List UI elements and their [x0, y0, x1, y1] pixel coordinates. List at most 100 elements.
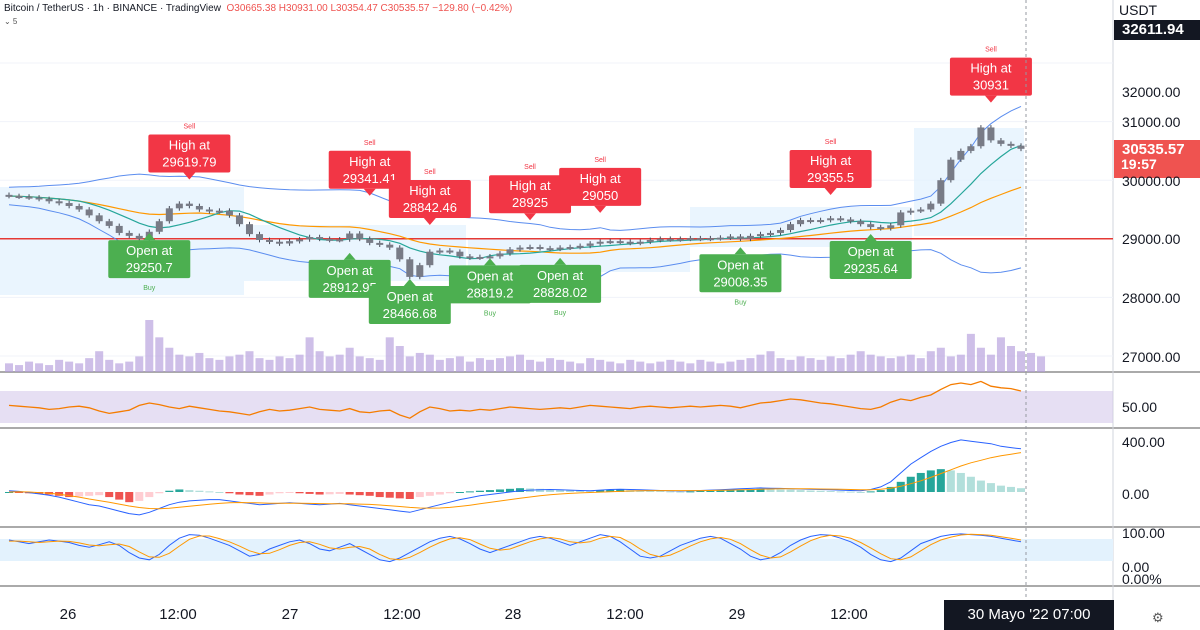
macd-histogram-bar: [996, 485, 1005, 492]
volume-bar: [475, 358, 484, 372]
signal-box: [789, 149, 872, 188]
signal-value: 28925: [512, 195, 548, 210]
volume-bar: [556, 359, 565, 372]
volume-bar: [1006, 346, 1015, 372]
candle-body: [927, 203, 935, 210]
top-price-label: 32611.94: [1114, 20, 1200, 40]
macd-histogram-bar: [235, 492, 244, 495]
time-tick: 12:00: [830, 606, 868, 623]
volume-bar: [856, 351, 865, 372]
signal-text: Open at: [717, 257, 764, 272]
volume-bar: [155, 337, 164, 372]
candle-body: [245, 224, 253, 235]
signal-tag: Sell: [985, 47, 997, 54]
signal-text: High at: [580, 171, 622, 186]
macd-histogram-bar: [646, 490, 655, 492]
signal-tag: Sell: [524, 164, 536, 171]
candle-body: [5, 194, 13, 197]
last-price-value: 30535.57: [1122, 141, 1185, 158]
buy-signal: Open at 28466.68: [368, 279, 451, 325]
macd-histogram-bar: [315, 492, 324, 495]
price-tick: 27000.00: [1122, 349, 1181, 365]
volume-bar: [796, 356, 805, 372]
volume-bar: [766, 351, 775, 372]
volume-bar: [45, 365, 54, 372]
volume-bar: [916, 358, 925, 372]
volume-bar: [786, 359, 795, 372]
candle-body: [15, 196, 23, 199]
candle-body: [937, 180, 945, 204]
macd-histogram-bar: [365, 492, 374, 496]
signal-text: High at: [509, 178, 551, 193]
macd-histogram-bar: [576, 490, 585, 492]
candle-body: [125, 232, 133, 236]
ohlc-readout: O30665.38 H30931.00 L30354.47 C30535.57 …: [226, 3, 513, 14]
buy-signal: Open at 28828.02 Buy: [519, 257, 602, 317]
volume-bar: [395, 346, 404, 372]
signal-text: High at: [349, 154, 391, 169]
volume-bar: [225, 356, 234, 372]
macd-histogram-bar: [686, 491, 695, 493]
candle-body: [286, 241, 294, 244]
macd-histogram-bar: [95, 492, 104, 496]
candle-body: [45, 198, 53, 202]
volume-bar: [495, 358, 504, 372]
macd-histogram-bar: [796, 490, 805, 492]
volume-bar: [445, 358, 454, 372]
volume-bar: [125, 361, 134, 372]
time-tick: 28: [504, 606, 522, 623]
signal-box: [519, 264, 602, 303]
macd-histogram-bar: [886, 486, 895, 492]
symbol-title: Bitcoin / TetherUS · 1h · BINANCE · Trad…: [4, 3, 221, 14]
macd-histogram-bar: [165, 490, 174, 492]
candle-body: [917, 209, 925, 212]
volume-bar: [946, 356, 955, 372]
macd-histogram-bar: [405, 492, 414, 499]
macd-histogram-bar: [956, 472, 965, 492]
volume-bar: [676, 361, 685, 372]
candle-body: [586, 243, 594, 246]
candle-body: [296, 239, 304, 242]
time-tick: 12:00: [383, 606, 421, 623]
volume-bar: [75, 363, 84, 372]
candle-body: [316, 237, 324, 240]
volume-bar: [756, 354, 765, 372]
signal-text: Open at: [467, 268, 514, 283]
volume-bar: [936, 347, 945, 372]
volume-bar: [335, 354, 344, 372]
volume-bar: [285, 358, 294, 372]
signal-text: High at: [970, 61, 1012, 76]
sell-signal: High at 28925 Sell: [489, 164, 572, 221]
signal-pointer: [483, 258, 496, 266]
volume-bar: [836, 358, 845, 372]
volume-bar: [826, 356, 835, 372]
macd-histogram-bar: [936, 469, 945, 492]
indicator-toggle[interactable]: ⌄ 5: [4, 17, 18, 26]
candle-body: [326, 238, 334, 241]
macd-histogram-bar: [185, 490, 194, 492]
signal-text: High at: [810, 153, 852, 168]
signal-pointer: [363, 188, 376, 196]
signal-pointer: [734, 247, 747, 255]
candle-body: [696, 238, 704, 241]
signal-pointer: [524, 213, 537, 221]
volume-bar: [776, 358, 785, 372]
volume-bar: [385, 337, 394, 372]
volume-bar: [626, 359, 635, 372]
candle-body: [496, 253, 504, 257]
volume-bar: [586, 358, 595, 372]
macd-histogram-bar: [485, 490, 494, 492]
volume-bar: [365, 358, 374, 372]
signal-value: 29050: [582, 188, 618, 203]
macd-histogram-bar: [225, 492, 234, 494]
macd-histogram-bar: [125, 492, 134, 503]
macd-histogram-bar: [495, 489, 504, 492]
sell-signal: High at 29355.5 Sell: [789, 139, 872, 195]
gear-icon[interactable]: ⚙: [1152, 610, 1164, 625]
signal-text: Open at: [537, 268, 584, 283]
macd-histogram-bar: [896, 481, 905, 492]
candle-body: [306, 237, 314, 240]
macd-histogram-bar: [746, 489, 755, 492]
volume-bar: [526, 359, 535, 372]
